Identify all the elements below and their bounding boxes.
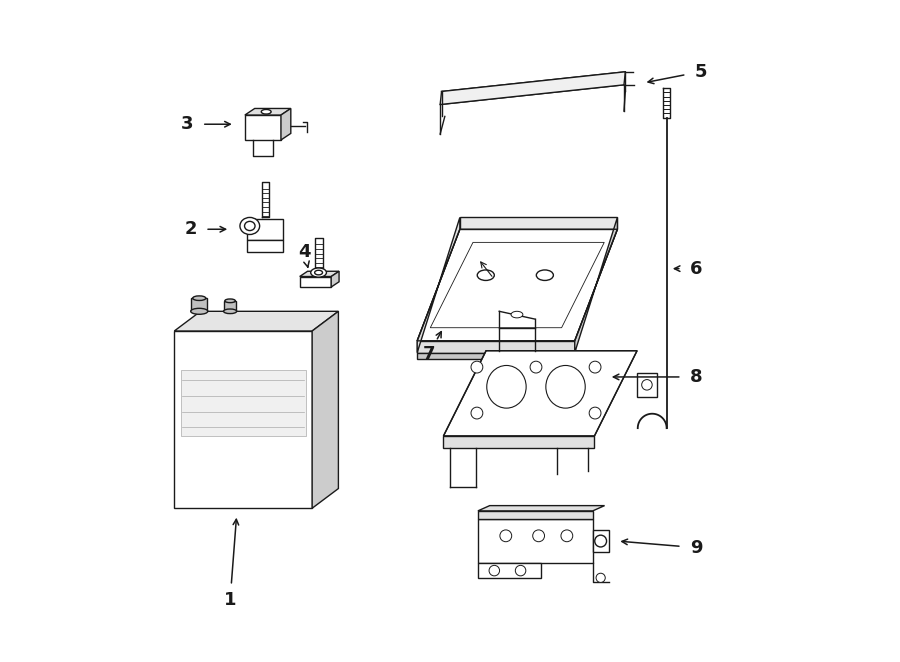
Ellipse shape (193, 296, 206, 301)
Text: 4: 4 (298, 243, 310, 261)
Bar (637, 373, 657, 397)
Circle shape (471, 407, 482, 419)
Text: 9: 9 (690, 539, 702, 557)
Polygon shape (312, 311, 338, 508)
Text: 3: 3 (181, 115, 194, 133)
Polygon shape (418, 217, 460, 353)
Circle shape (561, 530, 572, 542)
Ellipse shape (310, 268, 327, 277)
Polygon shape (444, 436, 594, 448)
Polygon shape (460, 217, 617, 229)
Text: 8: 8 (690, 368, 703, 386)
Polygon shape (478, 506, 605, 511)
Bar (245, 115, 281, 140)
Bar (593, 530, 609, 552)
Text: 5: 5 (695, 63, 707, 81)
Bar (181, 370, 306, 436)
Bar (247, 240, 283, 252)
Bar (300, 277, 331, 287)
Text: 1: 1 (224, 591, 237, 609)
Ellipse shape (477, 270, 494, 281)
Bar (192, 298, 207, 311)
Polygon shape (245, 109, 291, 115)
Text: 7: 7 (423, 345, 436, 363)
Bar (247, 218, 283, 240)
Bar (224, 301, 236, 311)
Ellipse shape (487, 365, 526, 408)
Polygon shape (281, 109, 291, 140)
Circle shape (595, 535, 607, 547)
Circle shape (489, 565, 500, 576)
Bar (478, 563, 541, 578)
Polygon shape (575, 217, 617, 353)
Circle shape (516, 565, 526, 576)
Polygon shape (331, 271, 339, 287)
Ellipse shape (261, 109, 271, 114)
Circle shape (590, 361, 601, 373)
Ellipse shape (536, 270, 554, 281)
Ellipse shape (223, 309, 237, 314)
Polygon shape (444, 351, 637, 436)
Circle shape (533, 530, 544, 542)
Bar (478, 519, 593, 563)
Bar (175, 331, 312, 508)
Ellipse shape (315, 270, 322, 275)
Circle shape (500, 530, 512, 542)
Polygon shape (418, 341, 575, 353)
Polygon shape (418, 353, 575, 359)
Ellipse shape (245, 221, 255, 230)
Ellipse shape (240, 217, 259, 234)
Bar (478, 511, 593, 519)
Circle shape (596, 573, 605, 583)
Polygon shape (300, 271, 339, 277)
Text: 6: 6 (690, 260, 702, 277)
Circle shape (530, 361, 542, 373)
Polygon shape (418, 229, 617, 341)
Ellipse shape (545, 365, 585, 408)
Circle shape (471, 361, 482, 373)
Text: 2: 2 (184, 220, 197, 238)
Ellipse shape (191, 308, 208, 314)
Circle shape (642, 379, 652, 390)
Ellipse shape (225, 299, 235, 303)
Circle shape (590, 407, 601, 419)
Ellipse shape (511, 311, 523, 318)
Polygon shape (175, 311, 338, 331)
Polygon shape (440, 71, 626, 105)
